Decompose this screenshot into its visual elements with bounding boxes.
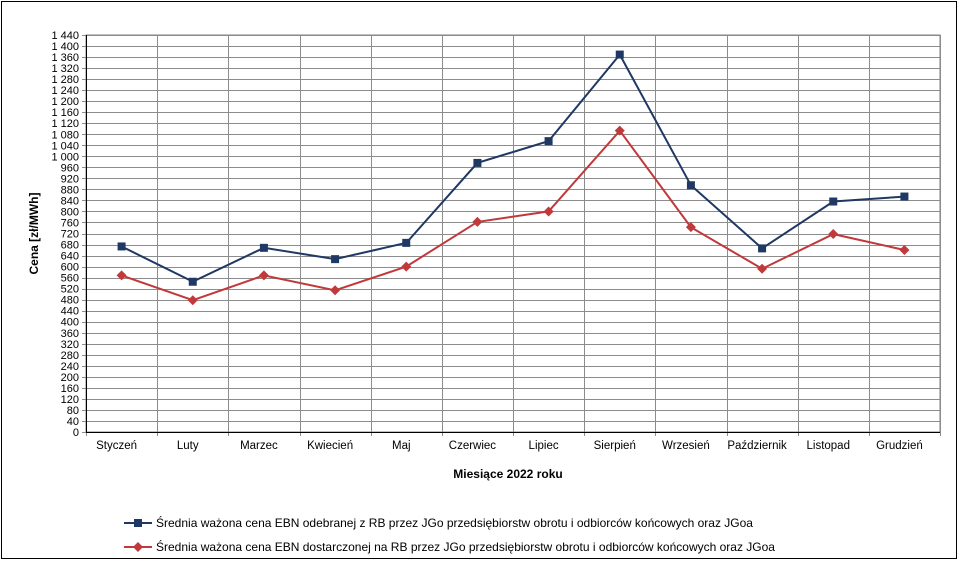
data-point [829, 197, 838, 206]
y-tick-label: 400 [61, 317, 79, 329]
data-point [685, 222, 696, 233]
line-chart: 0408012016020024028032036040044048052056… [27, 30, 941, 554]
y-tick-label: 280 [61, 350, 79, 362]
data-point [543, 206, 554, 217]
data-point [472, 216, 483, 227]
y-tick-label: 1 240 [51, 85, 79, 97]
x-tick-label: Kwiecień [307, 440, 353, 452]
y-tick-label: 1 320 [51, 63, 79, 75]
y-tick-label: 160 [61, 383, 79, 395]
data-point [258, 270, 269, 281]
y-tick-label: 480 [61, 295, 79, 307]
y-tick-label: 240 [61, 361, 79, 373]
y-tick-label: 1 040 [51, 140, 79, 152]
data-point [330, 285, 341, 296]
y-axis-title: Cena [zł/MWh] [27, 193, 41, 275]
y-tick-label: 1 120 [51, 118, 79, 130]
y-tick-label: 640 [61, 251, 79, 263]
data-point [116, 270, 127, 281]
legend-marker [134, 519, 142, 527]
y-tick-label: 920 [61, 173, 79, 185]
y-tick-label: 1 360 [51, 52, 79, 64]
legend-marker [133, 542, 143, 552]
y-tick-label: 680 [61, 240, 79, 252]
series-1 [117, 50, 909, 286]
x-tick-label: Czerwiec [449, 440, 497, 452]
y-tick-label: 560 [61, 273, 79, 285]
data-point [828, 229, 839, 240]
y-tick-label: 1 280 [51, 74, 79, 86]
x-tick-label: Grudzień [876, 440, 923, 452]
chart-frame: 0 40 80 120 160 200 240 280 320 360 400 440 480 520 56… [1, 1, 957, 559]
data-point [758, 244, 767, 253]
y-tick-label: 120 [61, 394, 79, 406]
x-tick-label: Wrzesień [662, 440, 710, 452]
x-axis-title: Miesiące 2022 roku [453, 467, 562, 481]
y-tick-label: 200 [61, 372, 79, 384]
x-tick-label: Maj [392, 440, 411, 452]
y-tick-label: 600 [61, 262, 79, 274]
series-layer [116, 50, 910, 306]
y-tick-label: 1 160 [51, 107, 79, 119]
series-line [121, 52, 905, 283]
y-tick-label: 800 [61, 206, 79, 218]
y-tick-label: 960 [61, 162, 79, 174]
data-point [544, 137, 553, 146]
x-tick-label: Marzec [240, 440, 278, 452]
data-point [331, 255, 340, 264]
y-tick-label: 1 200 [51, 96, 79, 108]
y-tick-label: 40 [67, 416, 79, 428]
y-tick-label: 1 080 [51, 129, 79, 141]
data-point [686, 181, 695, 190]
legend-label: Średnia ważona cena EBN dostarczonej na … [156, 539, 775, 554]
data-point [259, 243, 268, 252]
y-tick-label: 880 [61, 184, 79, 196]
legend-label: Średnia ważona cena EBN odebranej z RB p… [156, 515, 753, 530]
legend: Średnia ważona cena EBN odebranej z RB p… [124, 515, 775, 554]
x-tick-label: Sierpień [594, 440, 636, 452]
y-tick-label: 1 400 [51, 41, 79, 53]
y-tick-label: 1 000 [51, 151, 79, 163]
data-point [401, 261, 412, 272]
y-tick-label: 360 [61, 328, 79, 340]
y-tick-label: 840 [61, 195, 79, 207]
x-tick-label: Lipiec [529, 440, 559, 452]
legend-item-1: Średnia ważona cena EBN odebranej z RB p… [124, 515, 753, 530]
y-tick-label: 760 [61, 217, 79, 229]
y-tick-label: 80 [67, 405, 79, 417]
series-line [121, 129, 905, 302]
data-point [188, 277, 197, 286]
grid-lines [82, 34, 941, 436]
data-point [402, 238, 411, 247]
x-axis-ticks: Styczeń Luty Marzec Kwiecień Maj Czerwiec Lipi… [96, 440, 923, 452]
x-tick-label: Luty [177, 440, 199, 452]
data-point [614, 125, 625, 136]
y-tick-label: 720 [61, 229, 79, 241]
y-axis-ticks: 0408012016020024028032036040044048052056… [51, 30, 79, 439]
y-tick-label: 440 [61, 306, 79, 318]
x-tick-label: Październik [727, 440, 787, 452]
data-point [117, 242, 126, 251]
y-tick-label: 520 [61, 284, 79, 296]
y-tick-label: 1 440 [51, 30, 79, 42]
data-point [900, 192, 909, 201]
y-tick-label: 0 [73, 427, 79, 439]
data-point [187, 295, 198, 306]
y-tick-label: 320 [61, 339, 79, 351]
x-tick-label: Styczeń [96, 440, 137, 452]
x-tick-label: Listopad [807, 440, 850, 452]
data-point [899, 245, 910, 256]
data-point [757, 263, 768, 274]
series-2 [116, 125, 910, 306]
data-point [473, 158, 482, 167]
data-point [615, 50, 624, 59]
legend-item-2: Średnia ważona cena EBN dostarczonej na … [124, 539, 775, 554]
